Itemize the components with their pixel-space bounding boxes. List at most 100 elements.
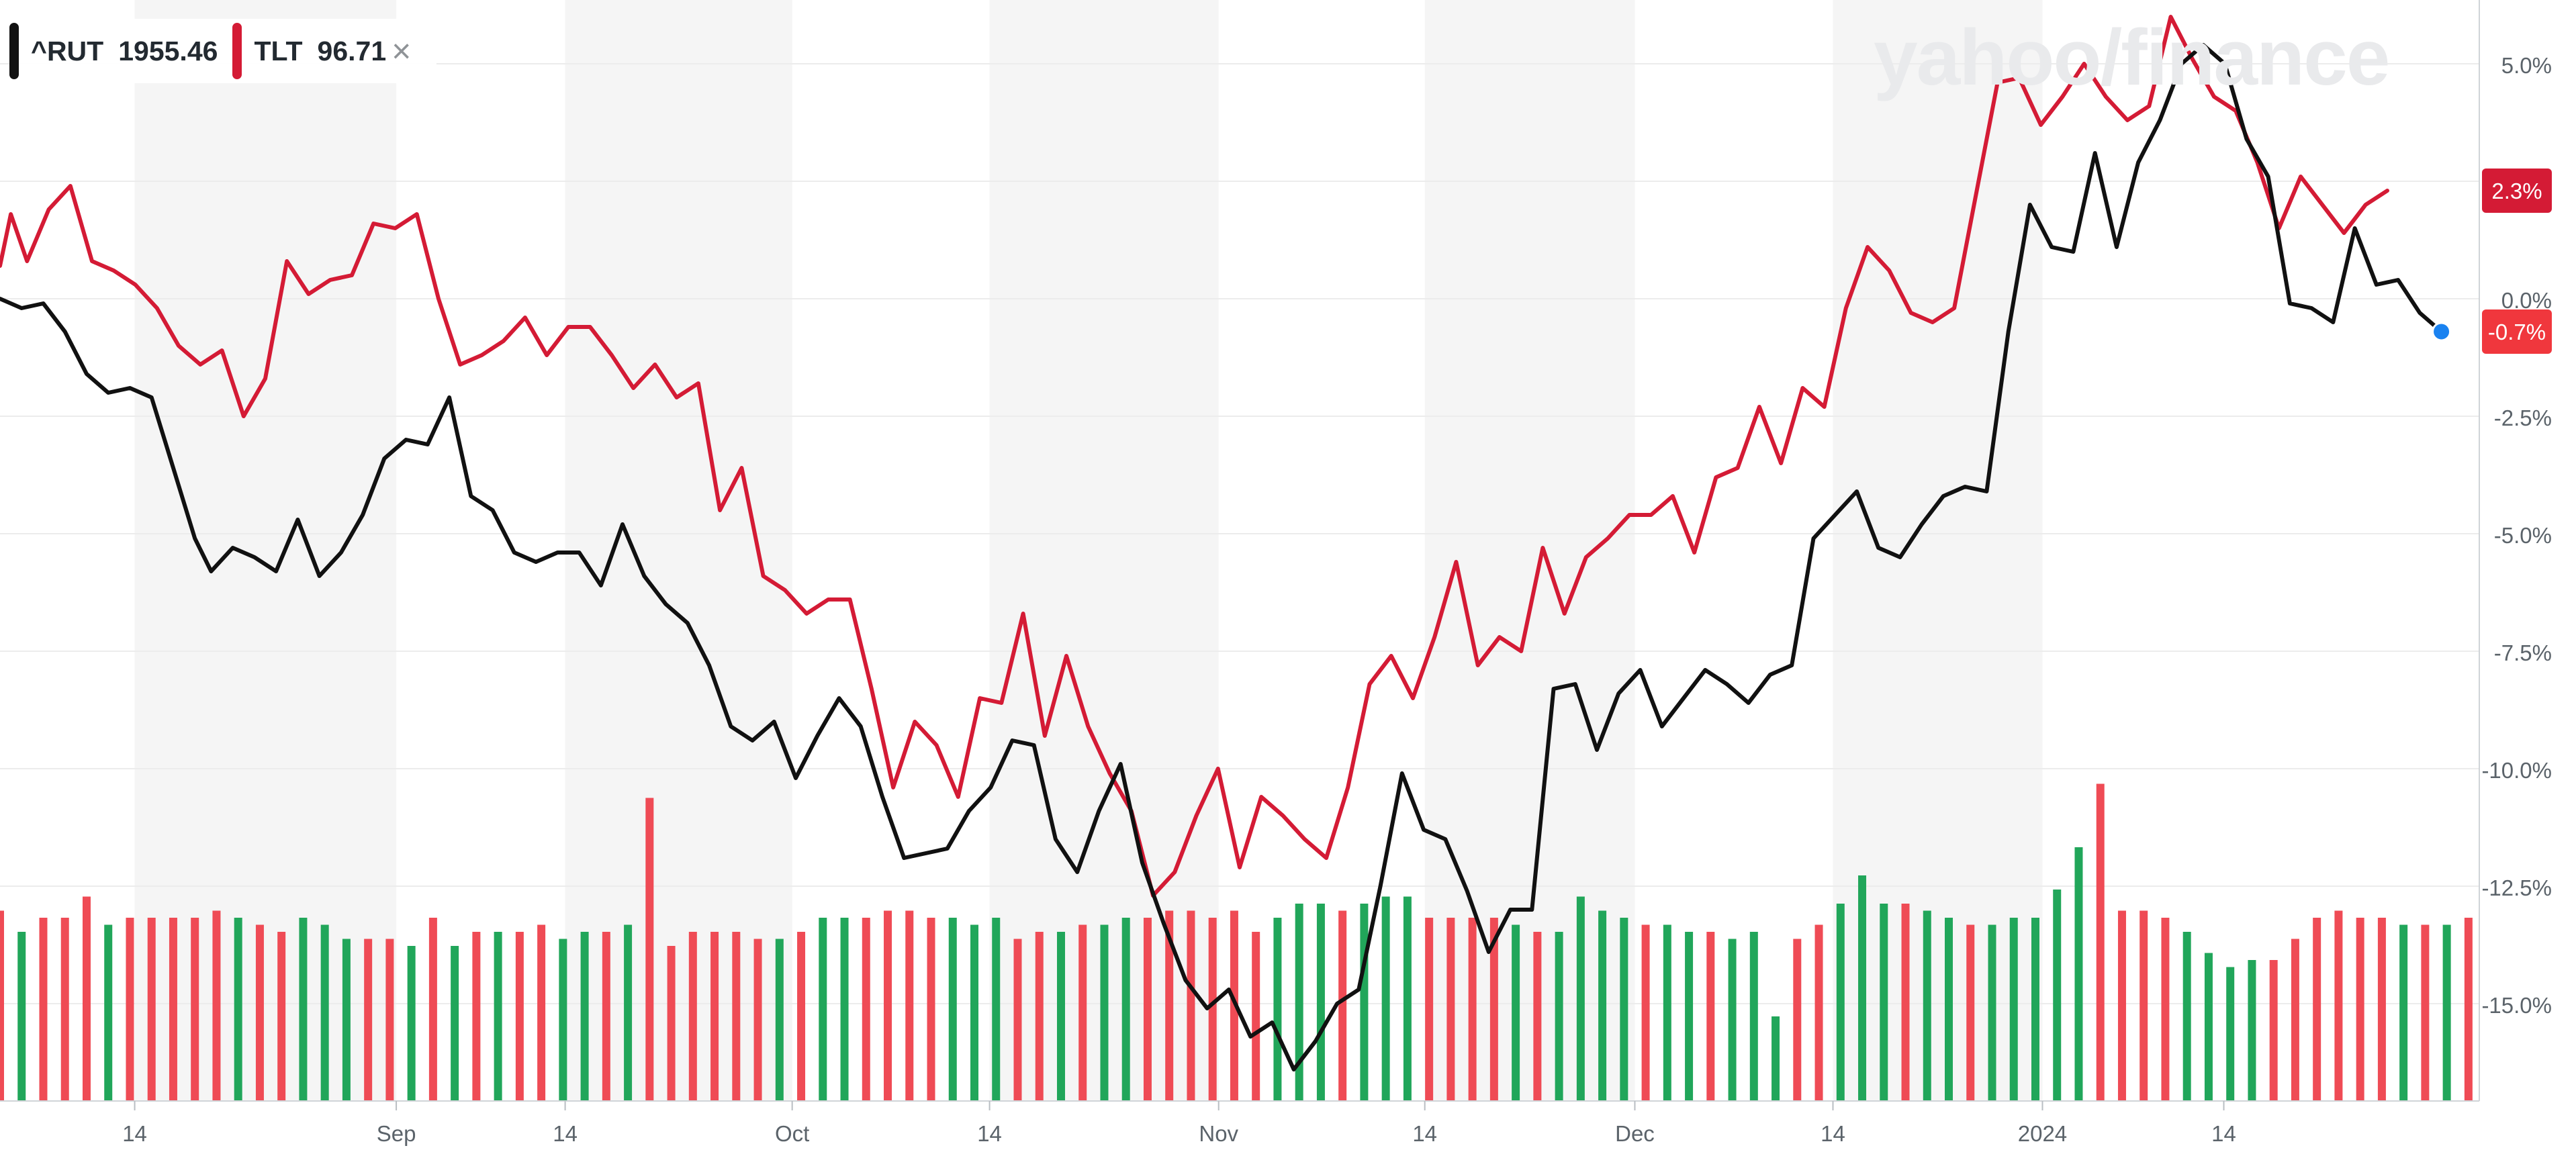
x-tick-label: Sep [377,1121,416,1146]
y-tick-label: -2.5% [2494,405,2552,430]
volume-bar-up [1273,918,1282,1101]
volume-bar-down [2313,918,2321,1101]
y-tick-label: -10.0% [2481,758,2552,783]
volume-bar-down [1468,918,1477,1101]
volume-bar-down [1489,918,1498,1101]
volume-bar-down [385,939,394,1101]
yahoo-finance-watermark: yahoo/finance [1874,13,2390,102]
volume-bar-up [1576,896,1585,1101]
legend-item-tlt[interactable]: TLT 96.71 × [232,23,411,79]
tlt-line [0,15,2389,898]
y-tick-label: -5.0% [2494,523,2552,548]
volume-bar-down [688,932,697,1101]
tlt-end-label: 2.3% [2491,179,2542,203]
volume-bar-down [1446,918,1455,1101]
volume-bar-down [645,798,654,1101]
volume-bar-down [428,918,437,1101]
volume-bar-up [2399,924,2408,1101]
volume-bar-up [2182,932,2191,1101]
volume-bar-down [60,918,69,1101]
volume-bar-down [1252,932,1260,1101]
volume-bar-down [147,918,156,1101]
volume-bar-up [1056,932,1065,1101]
volume-bar-up [2248,960,2256,1101]
volume-bar-up [1121,918,1130,1101]
volume-bar-down [1641,924,1650,1101]
volume-bar-up [580,932,589,1101]
volume-bar-down [1035,932,1044,1101]
volume-bar-down [2117,910,2126,1101]
shaded-band [1833,0,2043,1101]
volume-bar-down [1425,918,1434,1101]
volume-bar-up [104,924,113,1101]
volume-bar-up [451,946,459,1101]
volume-bar-up [624,924,633,1101]
volume-bar-down [2140,910,2148,1101]
current-value-dot [2432,322,2452,342]
volume-bar-down [1706,932,1715,1101]
volume-bar-up [948,918,957,1101]
volume-bar-down [667,946,676,1101]
rut-end-label-box [2482,309,2552,354]
volume-bar-down [1533,932,1542,1101]
volume-bar-down [2269,960,2278,1101]
volume-bar-down [1187,910,1195,1101]
tlt-price: 96.71 [317,35,387,66]
shaded-band [989,0,1219,1101]
volume-bar-up [775,939,784,1101]
close-icon[interactable]: × [392,32,412,70]
volume-bar-up [992,918,1001,1101]
volume-bar-up [1295,904,1303,1101]
volume-bar-down [537,924,546,1101]
volume-bar-up [1555,932,1563,1101]
volume-bar-down [515,932,524,1101]
volume-bar-up [1923,910,1931,1101]
volume-bar-up [1598,910,1607,1101]
volume-bar-down [169,918,177,1101]
volume-bar-down [212,910,221,1101]
volume-bar-up [1100,924,1109,1101]
x-tick-label: 14 [2211,1121,2236,1146]
volume-bar-down [191,918,199,1101]
rut-price: 1955.46 [118,35,218,66]
rut-swatch [9,23,19,79]
volume-bar-up [1512,924,1520,1101]
volume-bar-down [472,932,481,1101]
x-tick-label: Oct [775,1121,809,1146]
x-tick-label: 14 [122,1121,147,1146]
y-tick-label: -15.0% [2481,993,2552,1018]
volume-bar-up [1685,932,1694,1101]
price-lines [0,15,2444,1071]
volume-bar-down [39,918,48,1101]
volume-bar-up [1749,932,1758,1101]
volume-bar-down [1338,910,1347,1101]
volume-bar-down [126,918,134,1101]
rut-symbol: ^RUT [31,35,104,66]
volume-bar-up [1360,904,1369,1101]
volume-bar-up [2009,918,2018,1101]
legend: ^RUT 1955.46 TLT 96.71 × [9,19,437,83]
volume-bar-down [927,918,935,1101]
volume-bar-up [559,939,567,1101]
volume-bar-up [2053,890,2062,1101]
volume-bar-up [1663,924,1671,1101]
x-tick-label: 14 [1821,1121,1845,1146]
y-tick-label: 5.0% [2501,53,2552,78]
volume-bar-up [2204,953,2213,1101]
shaded-band [134,0,397,1101]
volume-bars [0,783,2473,1101]
volume-bar-down [1143,918,1152,1101]
volume-bar-up [1858,875,1867,1101]
volume-bar-up [2442,924,2451,1101]
shaded-band [565,0,792,1101]
rut-line [0,43,2444,1071]
volume-bar-down [2096,783,2105,1101]
volume-bar-up [1728,939,1737,1101]
volume-bar-down [905,910,914,1101]
volume-bar-up [2226,967,2235,1101]
volume-bar-down [2334,910,2343,1101]
volume-bar-down [0,910,4,1101]
volume-bar-up [1988,924,1996,1101]
legend-item-rut[interactable]: ^RUT 1955.46 [9,23,218,79]
